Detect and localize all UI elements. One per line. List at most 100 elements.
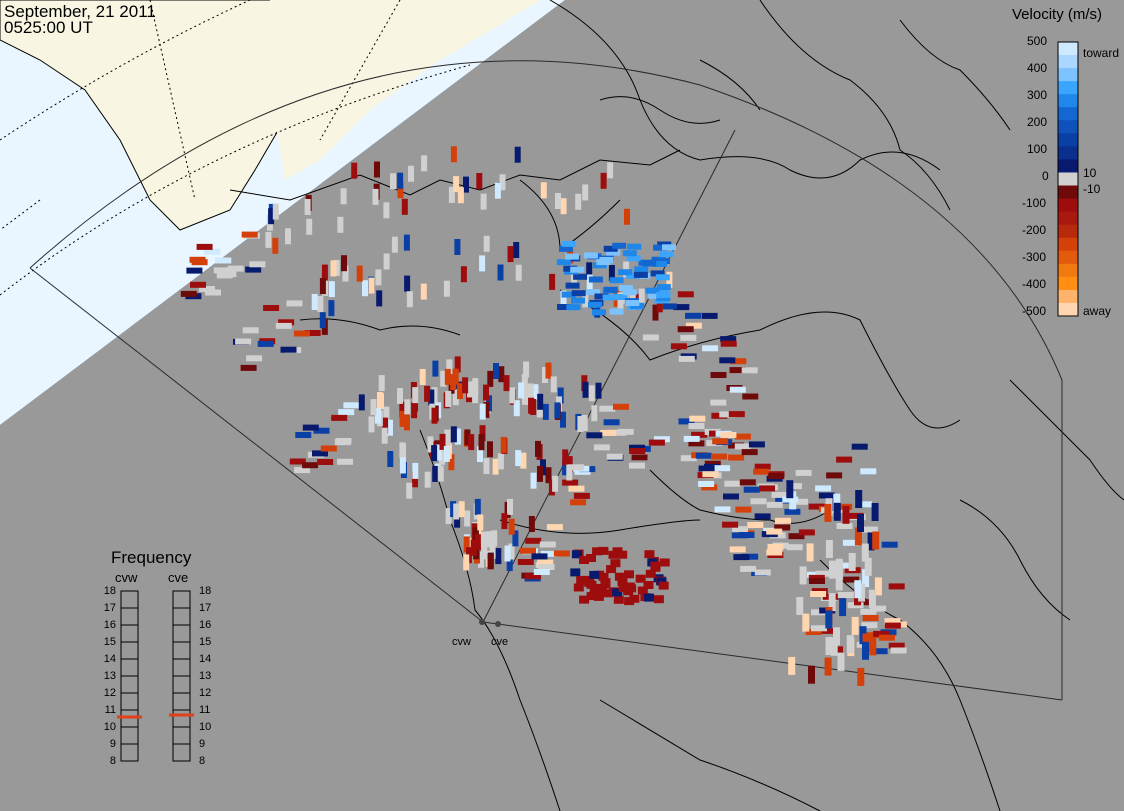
- range-gate-cell: [598, 546, 609, 555]
- range-gate-cell: [871, 648, 888, 655]
- range-gate-cell: [457, 187, 464, 204]
- range-gate-cell: [624, 597, 635, 606]
- range-gate-cell: [888, 642, 905, 649]
- range-gate-cell: [748, 441, 765, 448]
- range-gate-cell: [843, 576, 860, 583]
- range-gate-cell: [557, 304, 571, 310]
- range-gate-cell: [480, 193, 487, 210]
- frequency-panel: [117, 590, 194, 762]
- range-gate-cell: [527, 383, 534, 400]
- colorbar-swatch: [1058, 289, 1078, 304]
- range-gate-cell: [644, 550, 655, 559]
- range-gate-cell: [383, 202, 390, 219]
- range-gate-cell: [723, 493, 739, 500]
- range-gate-cell: [610, 559, 621, 568]
- range-gate-cell: [268, 208, 275, 225]
- range-gate-cell: [568, 464, 584, 471]
- range-gate-cell: [560, 290, 567, 307]
- range-gate-cell: [583, 252, 598, 259]
- range-gate-cell: [215, 257, 232, 264]
- range-gate-cell: [463, 176, 469, 193]
- range-gate-cell: [542, 403, 549, 420]
- range-gate-cell: [538, 564, 555, 570]
- range-gate-cell: [362, 280, 368, 297]
- header-date: September, 21 2011: [4, 2, 156, 21]
- range-gate-cell: [586, 432, 603, 439]
- frequency-tick-right: 10: [199, 721, 212, 733]
- range-gate-cell: [492, 458, 499, 475]
- range-gate-cell: [289, 458, 306, 465]
- frequency-tick-right: 11: [199, 704, 211, 716]
- range-gate-cell: [571, 297, 585, 304]
- frequency-tick-right: 15: [199, 636, 212, 648]
- range-gate-cell: [753, 468, 770, 475]
- range-gate-cell: [774, 524, 791, 531]
- range-gate-cell: [612, 588, 623, 597]
- range-gate-cell: [431, 445, 438, 462]
- range-gate-cell: [652, 304, 659, 321]
- range-gate-cell: [603, 419, 620, 426]
- velocity-cells: [180, 146, 907, 686]
- range-gate-cell: [337, 458, 353, 465]
- range-gate-cell: [860, 468, 877, 475]
- range-gate-cell: [688, 440, 705, 447]
- range-gate-cell: [351, 162, 358, 179]
- range-gate-cell: [568, 485, 585, 492]
- range-gate-cell: [825, 610, 833, 629]
- range-gate-cell: [427, 436, 434, 453]
- range-gate-cell: [846, 635, 854, 654]
- range-gate-cell: [445, 508, 452, 525]
- range-gate-cell: [220, 271, 237, 278]
- range-gate-cell: [680, 455, 697, 462]
- range-gate-cell: [340, 188, 347, 205]
- range-gate-cell: [431, 407, 438, 424]
- range-gate-cell: [600, 429, 617, 436]
- range-gate-cell: [811, 609, 827, 616]
- cvw-frequency-label: cvw: [115, 570, 138, 585]
- frequency-tick-right: 12: [199, 687, 212, 699]
- range-gate-cell: [508, 518, 515, 535]
- colorbar-swatch: [1058, 55, 1078, 69]
- range-gate-cell: [186, 267, 203, 274]
- range-gate-cell: [313, 427, 330, 434]
- range-gate-cell: [626, 584, 637, 593]
- range-gate-cell: [871, 503, 879, 521]
- range-gate-cell: [562, 479, 579, 486]
- colorbar-tick-minus400: -400: [1022, 277, 1047, 291]
- range-gate-cell: [815, 485, 832, 492]
- range-gate-cell: [712, 438, 729, 445]
- range-gate-cell: [742, 393, 759, 400]
- range-gate-cell: [824, 657, 832, 676]
- range-gate-cell: [571, 290, 586, 297]
- range-gate-cell: [659, 251, 674, 258]
- range-gate-cell: [404, 414, 410, 431]
- range-gate-cell: [265, 231, 272, 248]
- range-gate-cell: [235, 338, 252, 345]
- colorbar-swatch: [1058, 237, 1078, 252]
- range-gate-cell: [582, 291, 589, 308]
- frequency-tick-right: 18: [199, 585, 212, 597]
- range-gate-cell: [432, 360, 439, 377]
- range-gate-cell: [808, 503, 825, 510]
- range-gate-cell: [579, 595, 590, 604]
- range-gate-cell: [391, 236, 398, 253]
- colorbar-inner-negative: -10: [1083, 182, 1101, 196]
- range-gate-cell: [596, 585, 607, 594]
- range-gate-cell: [786, 544, 803, 551]
- range-gate-cell: [862, 569, 870, 588]
- range-gate-cell: [617, 550, 628, 559]
- range-gate-cell: [532, 384, 539, 401]
- range-gate-cell: [734, 443, 751, 450]
- range-gate-cell: [739, 479, 756, 486]
- range-gate-cell: [562, 240, 577, 247]
- range-gate-cell: [733, 554, 750, 561]
- range-gate-cell: [560, 411, 566, 428]
- range-gate-cell: [842, 505, 850, 524]
- range-gate-cell: [867, 532, 875, 551]
- range-gate-cell: [826, 472, 843, 479]
- range-gate-cell: [546, 524, 563, 531]
- range-gate-cell: [617, 578, 628, 587]
- range-gate-cell: [810, 591, 827, 597]
- range-gate-cell: [494, 182, 501, 199]
- range-gate-cell: [477, 446, 483, 463]
